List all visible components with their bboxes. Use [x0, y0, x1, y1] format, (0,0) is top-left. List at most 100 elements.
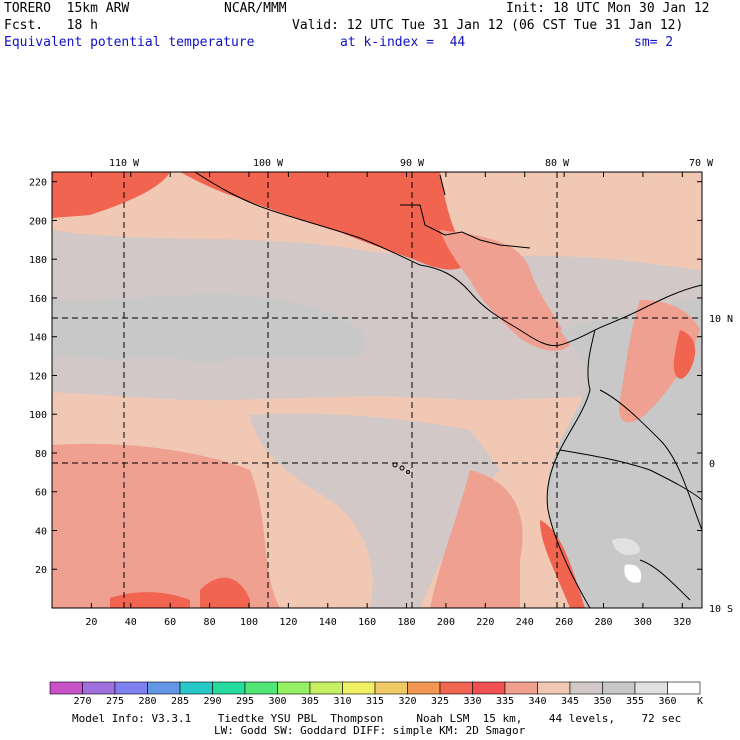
colorbar-label: 310: [333, 696, 351, 707]
field-name: Equivalent potential temperature: [4, 35, 255, 50]
gulf-coast-line: [400, 204, 531, 249]
colorbar-swatch: [439, 681, 473, 695]
map-field: [52, 172, 702, 608]
axis-ticks: [52, 172, 702, 608]
smoothing-info: sm= 2: [634, 35, 674, 50]
x-tick-label: 240: [516, 617, 534, 628]
colorbar-label: 340: [528, 696, 546, 707]
longitude-labels: 110 W 100 W 90 W 80 W 70 W: [109, 158, 714, 169]
lon-label-100w: 100 W: [253, 158, 284, 169]
galapagos-island-2: [399, 465, 405, 471]
x-tick-label: 60: [164, 617, 176, 628]
border-line-2: [559, 449, 702, 501]
field-light-patch: [52, 294, 366, 360]
colorbar-swatch: [537, 681, 571, 695]
y-tick-label: 220: [29, 178, 47, 189]
valid-time: Valid: 12 UTC Tue 31 Jan 12 (06 CST Tue …: [292, 18, 684, 33]
lon-label-70w: 70 W: [689, 158, 714, 169]
colorbar-unit: K: [697, 696, 703, 707]
colorbar-swatch: [82, 681, 116, 695]
y-tick-label: 60: [35, 488, 47, 499]
colorbar-swatch: [374, 681, 408, 695]
colorbar-swatch: [114, 681, 148, 695]
colorbar-label: 300: [268, 696, 286, 707]
y-tick-label: 160: [29, 294, 47, 305]
colorbar-swatch: [212, 681, 246, 695]
field-andes-north: [619, 300, 700, 423]
colorbar-swatch: [342, 681, 376, 695]
lat-label-equator: 0: [709, 459, 715, 470]
field-red-sw2: [200, 577, 250, 608]
organization: NCAR/MMM: [224, 1, 287, 16]
x-tick-label: 140: [319, 617, 337, 628]
colorbar-label: 355: [626, 696, 644, 707]
colorbar-swatch: [147, 681, 181, 695]
x-tick-label: 160: [358, 617, 376, 628]
model-title: TORERO 15km ARW: [4, 1, 130, 16]
y-tick-label: 200: [29, 216, 47, 227]
yucatan-line: [439, 174, 446, 196]
colorbar-label: 360: [658, 696, 676, 707]
y-tick-label: 80: [35, 449, 47, 460]
colorbar-swatch: [472, 681, 506, 695]
y-tick-label: 100: [29, 410, 47, 421]
colorbar-label: 345: [561, 696, 579, 707]
x-tick-label: 260: [555, 617, 573, 628]
x-tick-label: 220: [476, 617, 494, 628]
x-tick-label: 80: [204, 617, 216, 628]
colorbar-label: 275: [106, 696, 124, 707]
lon-label-80w: 80 W: [545, 158, 570, 169]
model-info-line-2: LW: Godd SW: Goddard DIFF: simple KM: 2D…: [214, 724, 526, 737]
colorbar-label: 305: [301, 696, 319, 707]
x-tick-label: 40: [125, 617, 137, 628]
x-tick-label: 200: [437, 617, 455, 628]
lat-label-10n: 10 N: [709, 314, 733, 325]
colorbar-swatch: [569, 681, 603, 695]
field-salmon-s: [430, 470, 523, 608]
colorbar-label: 350: [593, 696, 611, 707]
colorbar-swatch: [49, 681, 83, 695]
lon-label-90w: 90 W: [400, 158, 425, 169]
field-white-spot: [612, 538, 640, 556]
field-salmon-sw: [52, 443, 280, 608]
colorbar-label: 280: [138, 696, 156, 707]
lat-label-10s: 10 S: [709, 604, 733, 615]
forecast-hour: Fcst. 18 h: [4, 18, 98, 33]
lon-label-110w: 110 W: [109, 158, 140, 169]
colorbar-swatch: [179, 681, 213, 695]
field-andes-red: [673, 330, 696, 379]
field-grey-south: [250, 413, 500, 608]
field-light-patch-2: [150, 328, 235, 363]
colorbar-label: 315: [366, 696, 384, 707]
y-tick-label: 20: [35, 565, 47, 576]
colorbar-label: 295: [236, 696, 254, 707]
galapagos-island-3: [406, 470, 410, 474]
coastlines: [194, 172, 702, 608]
pacific-coast-line: [194, 172, 596, 347]
x-tick-label: 20: [85, 617, 97, 628]
colorbar-swatch: [504, 681, 538, 695]
colorbar-label: 330: [463, 696, 481, 707]
x-tick-label: 180: [398, 617, 416, 628]
colorbar-label: 325: [431, 696, 449, 707]
x-tick-label: 320: [673, 617, 691, 628]
y-tick-label: 180: [29, 255, 47, 266]
y-tick-label: 120: [29, 371, 47, 382]
colorbar-label: 285: [171, 696, 189, 707]
colorbar-swatch: [244, 681, 278, 695]
south-america-coast-line: [546, 329, 596, 608]
x-tick-label: 280: [594, 617, 612, 628]
border-line-1: [599, 389, 702, 531]
colorbar-swatch: [602, 681, 636, 695]
colorbar-swatch: [407, 681, 441, 695]
colorbar-swatch: [277, 681, 311, 695]
x-tick-label: 120: [279, 617, 297, 628]
field-red-mexico: [180, 172, 470, 270]
map-frame: [51, 171, 703, 609]
y-tick-labels: 20 40 60 80 100 120 140 160 180 200 220: [29, 178, 47, 577]
colorbar-swatch: [309, 681, 343, 695]
latitude-labels: 10 N 0 10 S: [709, 314, 733, 615]
field-salmon-central-america: [440, 230, 570, 351]
graticule: [52, 172, 702, 608]
